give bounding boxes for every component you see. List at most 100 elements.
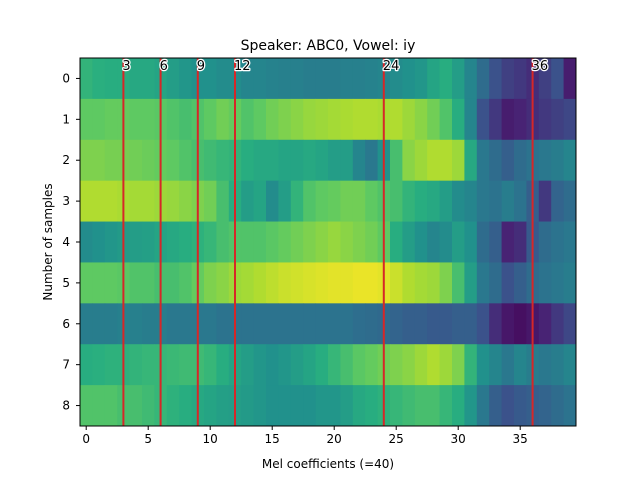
heatmap-cell [538,98,552,141]
heatmap-cell [414,344,428,386]
heatmap-cell [315,262,329,304]
heatmap-cell [266,385,279,427]
heatmap-cell [452,385,465,427]
heatmap-cell [303,303,316,345]
heatmap-cell [315,139,329,182]
heatmap-cell [80,180,93,222]
heatmap-cell [166,221,180,263]
heatmap-cell [142,180,155,222]
heatmap-cell [129,385,143,427]
heatmap-cell [414,98,428,141]
heatmap-cell [538,385,552,427]
heatmap-cell [427,98,440,141]
y-tick-label: 4 [62,235,70,249]
heatmap-cell [452,303,465,345]
heatmap-cell [179,98,192,141]
heatmap-cell [253,180,267,222]
heatmap-cell [514,385,527,427]
heatmap-cell [290,180,304,222]
heatmap-cell [489,385,502,427]
heatmap-cell [204,221,217,263]
heatmap-cell [92,139,106,182]
heatmap-cell [464,303,478,345]
heatmap-cell [166,344,180,386]
heatmap-cell [216,180,230,222]
heatmap-cell [340,385,354,427]
y-axis-ticks: 0 1 2 3 4 5 6 7 8 [62,71,80,413]
heatmap-cell [80,385,93,427]
heatmap-cell [104,385,118,427]
heatmap-cell [514,221,527,263]
heatmap-cell [489,303,502,345]
heatmap-cell [452,180,465,222]
heatmap-cell [427,58,440,100]
heatmap-cell [427,262,440,304]
heatmap-cell [414,262,428,304]
heatmap-cell [179,344,192,386]
heatmap-cell [414,180,428,222]
heatmap-cell [563,98,577,141]
heatmap-cell [104,139,118,182]
heatmap-cell [253,303,267,345]
heatmap-cell [427,344,440,386]
heatmap-cell [489,58,502,100]
heatmap-cell [414,221,428,263]
heatmap-cell [204,58,217,100]
heatmap-cell [92,385,106,427]
marker-label: 24 [383,59,400,74]
heatmap-cell [241,139,254,182]
heatmap-cell [129,262,143,304]
heatmap-cell [476,58,490,100]
heatmap-cell [551,221,564,263]
heatmap-cell [439,139,453,182]
heatmap-cell [501,344,515,386]
x-axis-ticks: 0 5 10 15 20 25 30 35 [82,426,528,446]
heatmap-cell [253,98,267,141]
x-tick-label: 35 [513,432,528,446]
heatmap-cell [464,98,478,141]
heatmap-cell [501,303,515,345]
heatmap-cell [328,385,341,427]
heatmap-cell [452,139,465,182]
heatmap-cell [340,98,354,141]
heatmap-cell [501,98,515,141]
heatmap-cell [538,221,552,263]
heatmap-cell [489,180,502,222]
heatmap-cell [501,221,515,263]
heatmap-cell [340,221,354,263]
heatmap-cell [92,98,106,141]
heatmap-cell [328,180,341,222]
heatmap-cell [464,221,478,263]
heatmap-cell [563,385,577,427]
heatmap-cell [551,303,564,345]
heatmap-cell [501,58,515,100]
heatmap-cell [551,385,564,427]
y-tick-label: 3 [62,194,70,208]
heatmap-cell [489,139,502,182]
heatmap-cell [476,98,490,141]
heatmap-cell [476,385,490,427]
heatmap-cell [352,139,366,182]
heatmap-cells [80,58,577,427]
heatmap-cell [104,221,118,263]
y-tick-label: 0 [62,71,70,85]
heatmap-cell [315,344,329,386]
heatmap-cell [166,385,180,427]
heatmap-cell [80,98,93,141]
heatmap-cell [365,385,378,427]
heatmap-cell [414,58,428,100]
heatmap-cell [241,262,254,304]
y-tick-label: 1 [62,112,70,126]
heatmap-cell [340,139,354,182]
heatmap-cell [179,139,192,182]
heatmap-cell [414,303,428,345]
heatmap-cell [452,98,465,141]
heatmap-cell [365,262,378,304]
heatmap-cell [439,221,453,263]
heatmap-cell [514,58,527,100]
heatmap-cell [204,344,217,386]
chart-title: Speaker: ABC0, Vowel: iy [241,38,416,54]
heatmap-cell [563,139,577,182]
heatmap-cell [352,385,366,427]
